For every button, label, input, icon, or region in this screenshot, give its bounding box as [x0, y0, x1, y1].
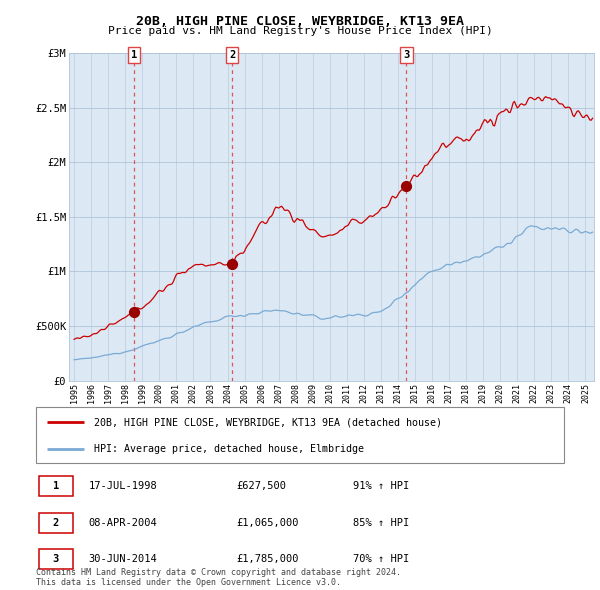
Text: 3: 3 — [403, 50, 410, 60]
Text: 20B, HIGH PINE CLOSE, WEYBRIDGE, KT13 9EA (detached house): 20B, HIGH PINE CLOSE, WEYBRIDGE, KT13 9E… — [94, 417, 442, 427]
FancyBboxPatch shape — [36, 407, 564, 463]
Text: 1: 1 — [131, 50, 137, 60]
FancyBboxPatch shape — [38, 513, 73, 533]
Text: 70% ↑ HPI: 70% ↑ HPI — [353, 555, 409, 564]
Text: £1,065,000: £1,065,000 — [236, 518, 299, 527]
FancyBboxPatch shape — [38, 549, 73, 569]
Text: 30-JUN-2014: 30-JUN-2014 — [89, 555, 158, 564]
Point — [130, 307, 139, 317]
Text: Contains HM Land Registry data © Crown copyright and database right 2024.
This d: Contains HM Land Registry data © Crown c… — [36, 568, 401, 587]
Text: 17-JUL-1998: 17-JUL-1998 — [89, 481, 158, 491]
Text: 2: 2 — [229, 50, 235, 60]
Text: 20B, HIGH PINE CLOSE, WEYBRIDGE, KT13 9EA: 20B, HIGH PINE CLOSE, WEYBRIDGE, KT13 9E… — [136, 15, 464, 28]
Text: 1: 1 — [53, 481, 59, 491]
Text: Price paid vs. HM Land Registry's House Price Index (HPI): Price paid vs. HM Land Registry's House … — [107, 26, 493, 36]
Text: HPI: Average price, detached house, Elmbridge: HPI: Average price, detached house, Elmb… — [94, 444, 364, 454]
Text: £627,500: £627,500 — [236, 481, 287, 491]
FancyBboxPatch shape — [38, 476, 73, 496]
Text: £1,785,000: £1,785,000 — [236, 555, 299, 564]
Point — [401, 181, 411, 191]
Point — [227, 260, 237, 269]
Text: 2: 2 — [53, 518, 59, 527]
Text: 3: 3 — [53, 555, 59, 564]
Text: 85% ↑ HPI: 85% ↑ HPI — [353, 518, 409, 527]
Text: 08-APR-2004: 08-APR-2004 — [89, 518, 158, 527]
Text: 91% ↑ HPI: 91% ↑ HPI — [353, 481, 409, 491]
